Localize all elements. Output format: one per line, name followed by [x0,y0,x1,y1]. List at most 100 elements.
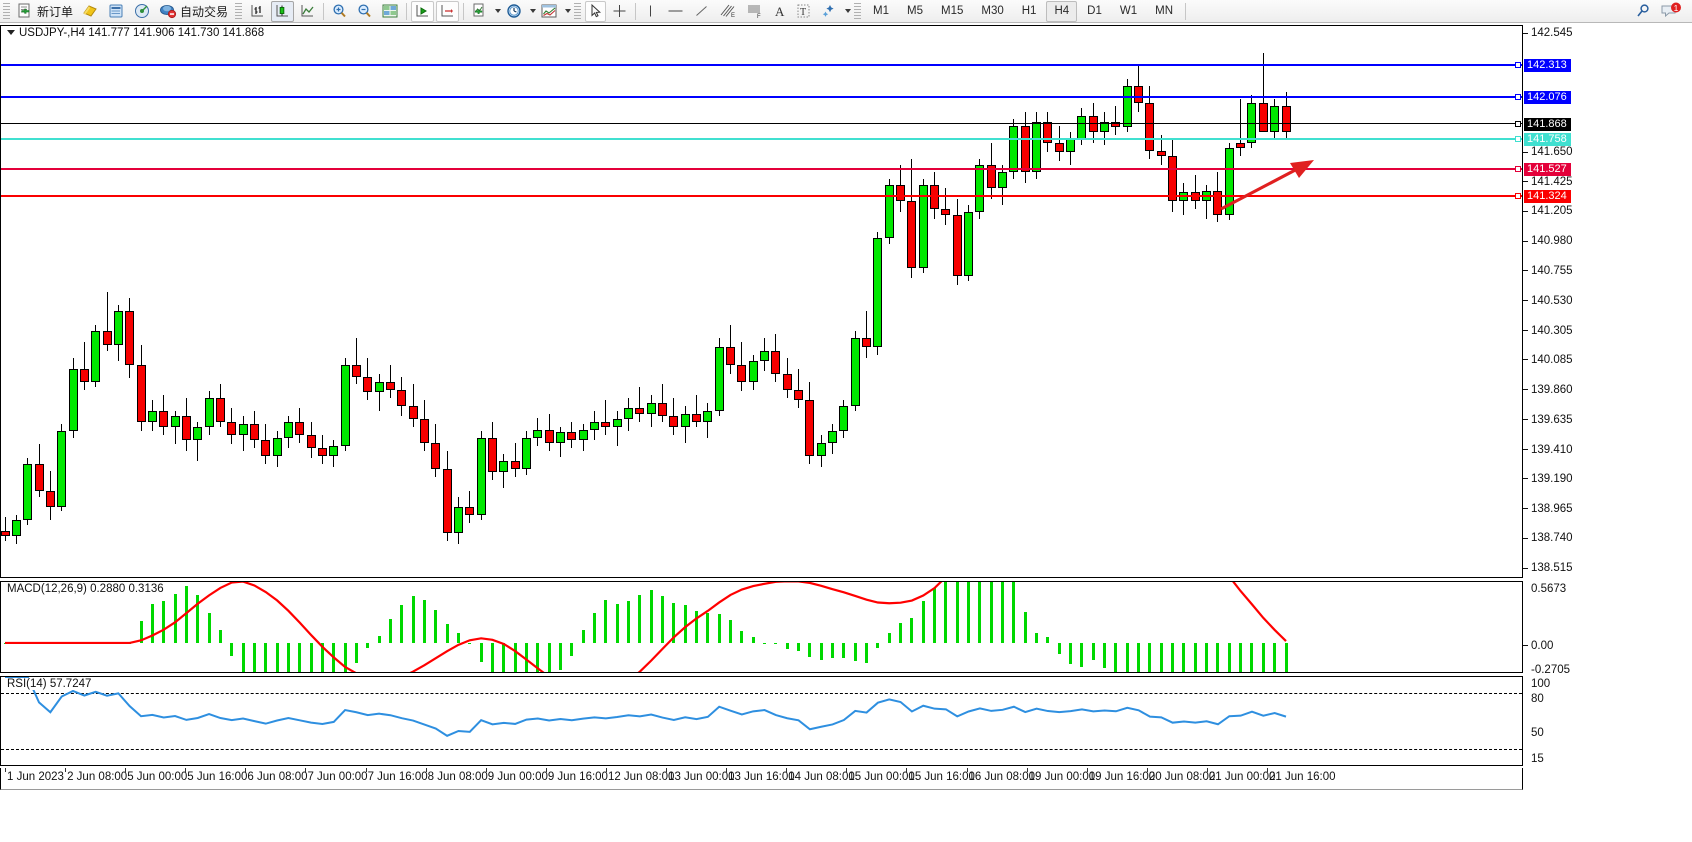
candlestick-chart-button[interactable] [271,0,295,22]
price-tag-support-upper[interactable]: 141.527 [1515,163,1571,177]
macd-histogram-bar [1035,632,1039,643]
data-window-button[interactable] [104,1,128,22]
rsi-pane[interactable]: RSI(14) 57.7247 [0,676,1523,766]
indicators-chevron-down-icon[interactable] [495,9,502,13]
symbol-header[interactable]: USDJPY-,H4 141.777 141.906 141.730 141.8… [5,27,267,39]
macd-histogram-bar [1261,642,1265,672]
crosshair-button[interactable] [608,1,631,22]
timeframe-m30[interactable]: M30 [981,5,1004,17]
toolbar-grip[interactable] [3,2,10,20]
candle [1247,26,1257,577]
price-tick: 140.085 [1523,354,1573,366]
signals-button[interactable] [130,1,154,22]
price-tag-last-price[interactable]: 141.868 [1515,118,1571,132]
toolbar-grip-2[interactable] [235,2,243,20]
macd-histogram-bar [910,617,914,643]
price-tag-handle[interactable] [1515,166,1521,173]
toolbar-grip-3[interactable] [574,2,582,20]
price-level-line-141.527[interactable] [1,168,1522,171]
macd-histogram-bar [1193,642,1197,672]
macd-histogram-bar [978,582,982,643]
timeframe-m15[interactable]: M15 [941,5,964,17]
price-tag-handle[interactable] [1515,193,1521,200]
macd-histogram-bar [286,642,290,672]
price-scale[interactable]: 142.545 141.650 141.425 141.205 140.980 140.7… [1515,25,1692,766]
candle [1,26,10,577]
timeframe-m5[interactable]: M5 [907,5,923,17]
timeframe-h4[interactable]: H4 [1046,0,1078,22]
timeframe-mn[interactable]: MN [1155,5,1173,17]
alerts-badge-count: 1 [1674,3,1679,13]
price-tag-resistance-upper[interactable]: 142.313 [1515,59,1571,73]
price-level-line-141.758[interactable] [1,137,1522,140]
candle [487,26,497,577]
auto-scroll-button[interactable] [436,0,460,22]
price-tick: 139.410 [1523,444,1573,456]
line-chart-button[interactable] [296,1,319,22]
zoom-out-button[interactable] [353,1,376,22]
price-tag-resistance-lower[interactable]: 142.076 [1515,90,1571,104]
candle [805,26,815,577]
equidistant-channel-button[interactable]: E [715,1,740,22]
toolbar-grip-4[interactable] [854,2,862,20]
price-tick: 140.980 [1523,235,1573,247]
indicators-button[interactable] [468,1,491,22]
expert-advisors-button[interactable] [78,1,102,22]
bar-chart-button[interactable] [246,1,269,22]
vertical-line-button[interactable] [640,1,661,22]
new-order-button[interactable]: 新订单 [14,1,76,22]
text-button[interactable]: A [769,1,790,22]
templates-button[interactable] [537,1,561,22]
trendline-button[interactable] [690,1,713,22]
macd-tick-max: 0.5673 [1531,583,1567,595]
alerts-button[interactable]: 1 [1657,1,1685,22]
candle [1134,26,1144,577]
periods-chevron-down-icon[interactable] [530,9,537,13]
price-tag-handle[interactable] [1515,93,1521,100]
timeframe-m1[interactable]: M1 [873,5,890,17]
price-level-line-141.324[interactable] [1,195,1522,198]
macd-histogram-bar [865,642,869,663]
objects-button[interactable] [817,1,841,22]
price-tag-handle[interactable] [1515,121,1521,128]
price-tag-handle[interactable] [1515,135,1521,142]
price-tag-support-lower[interactable]: 141.324 [1515,190,1571,204]
time-scale[interactable]: 1 Jun 2023 2 Jun 08:00 5 Jun 00:00 5 Jun 16… [0,768,1523,790]
chart-menu-chevron-down-icon[interactable] [7,30,15,36]
price-tag-handle[interactable] [1515,62,1521,69]
chart-container[interactable]: USDJPY-,H4 141.777 141.906 141.730 141.8… [0,23,1692,820]
time-tick [1206,768,1208,772]
search-button[interactable] [1631,1,1655,22]
chart-shift-button[interactable] [411,0,435,22]
autotrading-button[interactable]: 自动交易 [156,1,231,22]
market-watch-button[interactable] [378,1,402,22]
templates-chevron-down-icon[interactable] [565,9,572,13]
price-pane[interactable]: USDJPY-,H4 141.777 141.906 141.730 141.8… [0,25,1523,578]
timeframe-h1[interactable]: H1 [1021,5,1037,17]
price-level-line-142.076[interactable] [1,95,1522,98]
macd-pane[interactable]: MACD(12,26,9) 0.2880 0.3136 [0,581,1523,673]
fibonacci-button[interactable]: F [742,1,767,22]
price-tag-bid-line[interactable]: 141.758 [1515,132,1571,146]
macd-histogram-bar [933,588,937,643]
macd-histogram-bar [1159,642,1163,672]
periods-button[interactable] [502,1,526,22]
text-label-button[interactable]: T [792,1,815,22]
candle [601,26,611,577]
macd-histogram-bar [706,613,710,643]
price-level-line-142.313[interactable] [1,64,1522,67]
timeframe-w1[interactable]: W1 [1119,5,1138,17]
price-tick: 141.425 [1523,176,1573,188]
time-tick [726,768,728,772]
objects-chevron-down-icon[interactable] [845,9,852,13]
macd-histogram-bar [536,642,540,672]
candle [839,26,849,577]
time-label: 5 Jun 16:00 [187,771,248,783]
macd-histogram-bar [672,603,676,643]
price-level-line-141.868[interactable] [1,123,1522,125]
cursor-button[interactable] [585,0,607,22]
timeframe-d1[interactable]: D1 [1087,5,1102,17]
candle [1190,26,1200,577]
zoom-in-button[interactable] [328,1,351,22]
horizontal-line-button[interactable] [663,1,688,22]
